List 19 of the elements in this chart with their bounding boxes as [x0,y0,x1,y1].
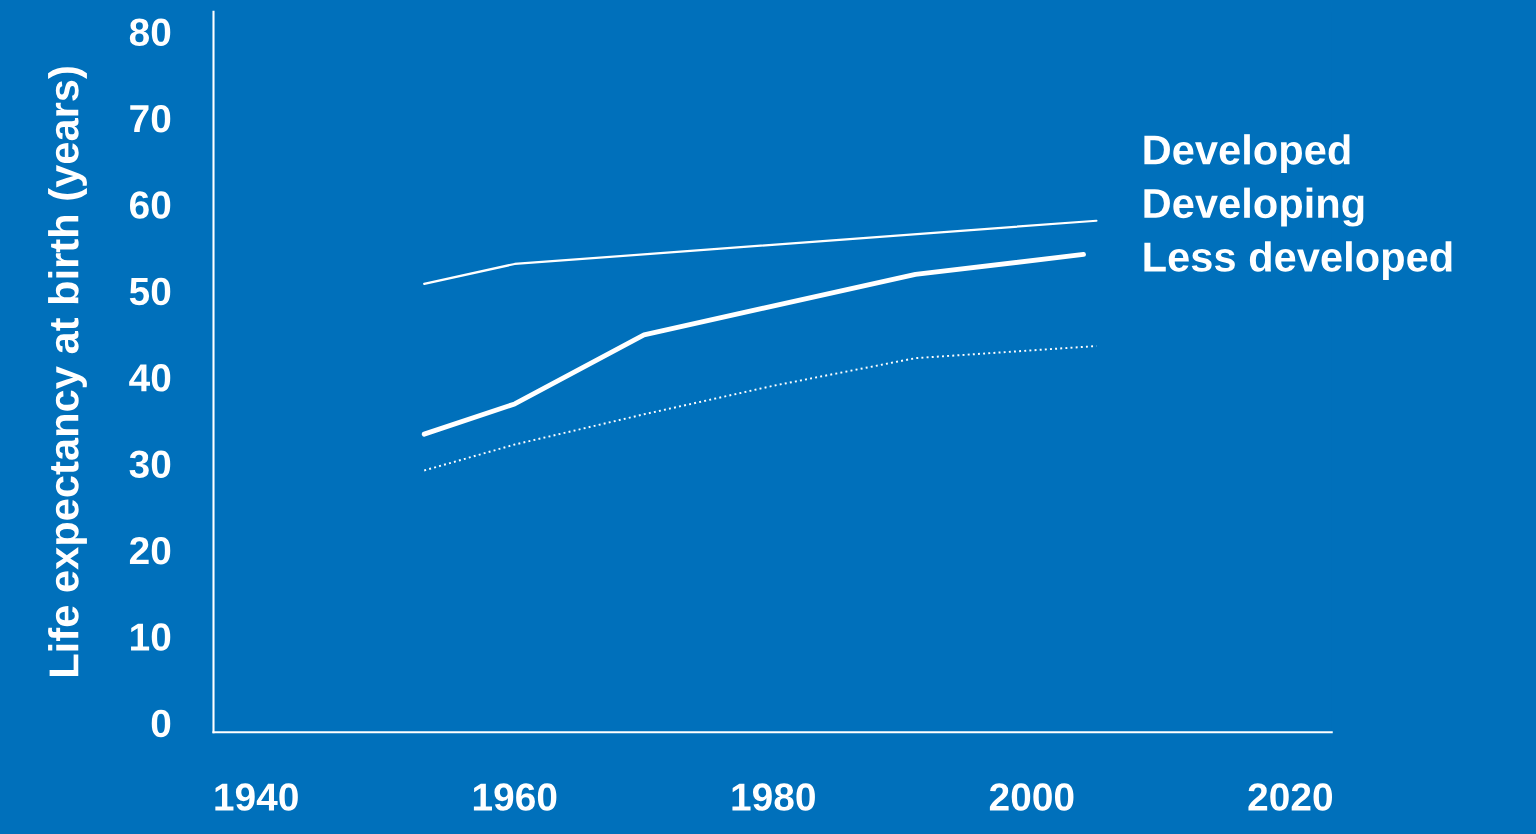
x-tick-label: 2000 [989,783,1074,811]
y-tick-label: 0 [151,709,171,738]
y-tick-label: 10 [131,623,171,651]
series-label: Developing [1144,187,1364,227]
series-label: Developed [1144,134,1350,174]
y-axis-title: Life expectancy at birth (years) [48,67,87,676]
x-tick-label: 1960 [473,783,557,811]
y-tick-label: 20 [129,536,171,565]
x-tick-label: 2020 [1248,783,1333,811]
y-tick-label: 80 [129,18,171,47]
y-tick-label: 50 [129,277,171,306]
series-label: Less developed [1144,241,1452,281]
y-tick-label: 40 [129,364,171,392]
y-tick-label: 60 [130,191,171,219]
x-tick-label: 1940 [215,783,298,811]
y-tick-label: 70 [130,104,171,133]
x-tick-label: 1980 [732,783,815,811]
line-series [421,252,1086,437]
y-tick-label: 30 [129,450,171,479]
